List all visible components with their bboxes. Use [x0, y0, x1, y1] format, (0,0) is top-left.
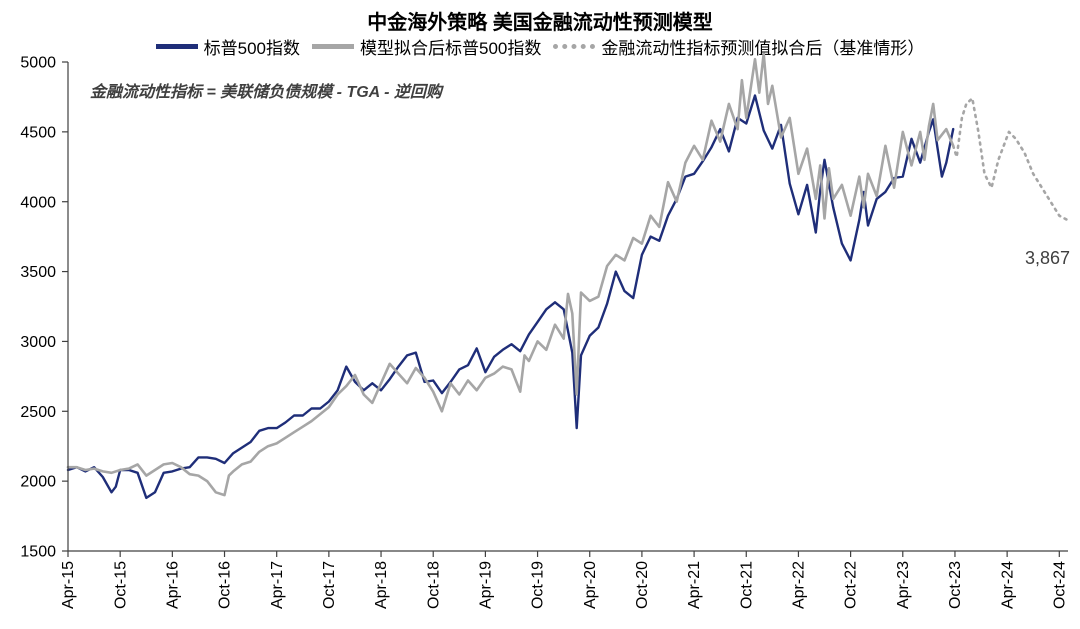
x-tick-label: Oct-18: [425, 561, 442, 609]
y-tick-label: 3000: [20, 334, 56, 351]
x-tick-label: Oct-24: [1051, 561, 1068, 609]
x-tick-label: Apr-24: [999, 561, 1016, 609]
x-tick-label: Oct-23: [947, 561, 964, 609]
x-tick-label-group: Oct-18: [425, 561, 442, 609]
x-tick-label: Oct-19: [530, 561, 547, 609]
x-tick-label-group: Oct-22: [843, 561, 860, 609]
y-tick-label: 2000: [20, 474, 56, 491]
x-tick-label: Apr-20: [582, 561, 599, 609]
y-tick-label: 5000: [20, 55, 56, 72]
series-model: [68, 54, 953, 496]
x-tick-label-group: Oct-17: [321, 561, 338, 609]
x-tick-label: Apr-16: [164, 561, 181, 609]
chart-plot: 1500 2000 2500 3000 3500 4000 4500 5000 Apr-15 Oc…: [0, 0, 1080, 629]
x-tick-label-group: Oct-15: [112, 561, 129, 609]
x-tick-label: Apr-17: [269, 561, 286, 609]
series-sp500: [68, 96, 953, 498]
y-tick-label: 2500: [20, 404, 56, 421]
x-tick-label: Apr-18: [373, 561, 390, 609]
chart-container: { "canvas":{"width":1080,"height":629}, …: [0, 0, 1080, 629]
x-tick-label: Oct-21: [738, 561, 755, 609]
x-tick-label: Oct-20: [634, 561, 651, 609]
y-tick-label: 3500: [20, 264, 56, 281]
x-tick-label-group: Oct-20: [634, 561, 651, 609]
x-tick-label-group: Oct-23: [947, 561, 964, 609]
x-tick-label-group: Oct-16: [217, 561, 234, 609]
y-tick-label: 4500: [20, 124, 56, 141]
x-tick-label: Oct-16: [217, 561, 234, 609]
x-tick-label-group: Oct-24: [1051, 561, 1068, 609]
x-tick-label-group: Apr-24: [999, 561, 1016, 609]
x-tick-label-group: Apr-22: [791, 561, 808, 609]
y-tick-label: 1500: [20, 544, 56, 561]
x-tick-label: Apr-19: [478, 561, 495, 609]
x-tick-label: Apr-15: [60, 561, 77, 609]
x-tick-label: Apr-23: [895, 561, 912, 609]
x-tick-label-group: Apr-18: [373, 561, 390, 609]
x-tick-label-group: Apr-21: [686, 561, 703, 609]
y-tick-label: 4000: [20, 194, 56, 211]
x-tick-label: Oct-17: [321, 561, 338, 609]
x-tick-label-group: Apr-17: [269, 561, 286, 609]
x-tick-label-group: Oct-21: [738, 561, 755, 609]
x-tick-label-group: Oct-19: [530, 561, 547, 609]
x-tick-label: Apr-21: [686, 561, 703, 609]
x-tick-label-group: Apr-15: [60, 561, 77, 609]
x-tick-label-group: Apr-19: [478, 561, 495, 609]
x-tick-label-group: Apr-16: [164, 561, 181, 609]
x-tick-label: Apr-22: [791, 561, 808, 609]
x-tick-label-group: Apr-20: [582, 561, 599, 609]
x-tick-label: Oct-22: [843, 561, 860, 609]
x-tick-label: Oct-15: [112, 561, 129, 609]
x-tick-label-group: Apr-23: [895, 561, 912, 609]
series-forecast: [953, 98, 1068, 220]
